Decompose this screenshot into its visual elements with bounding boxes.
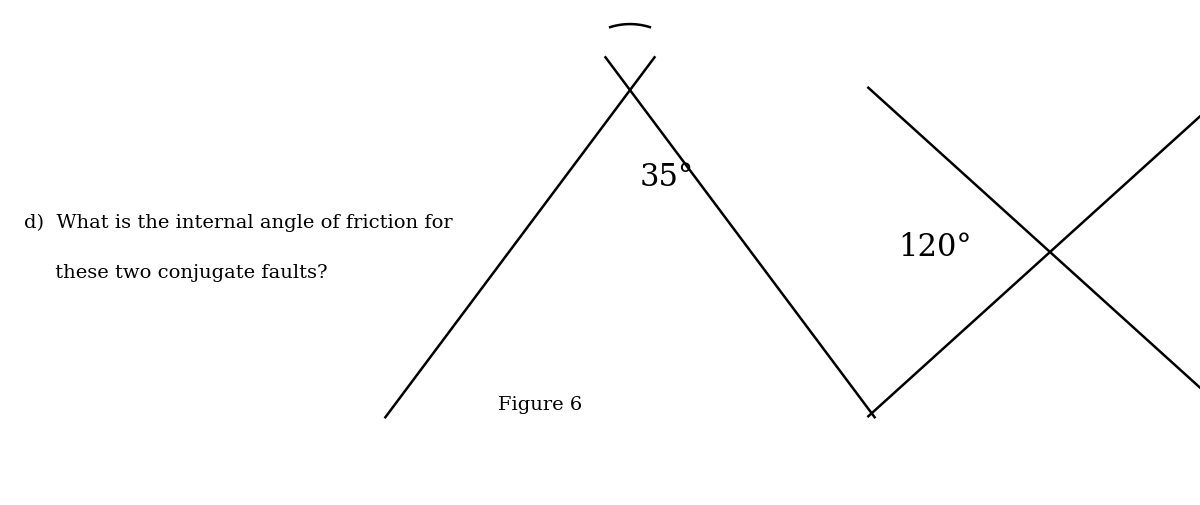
Text: these two conjugate faults?: these two conjugate faults? (24, 264, 328, 282)
Text: Figure 6: Figure 6 (498, 395, 582, 413)
Text: 120°: 120° (899, 232, 972, 263)
Text: d)  What is the internal angle of friction for: d) What is the internal angle of frictio… (24, 213, 452, 231)
Text: 35°: 35° (640, 161, 694, 192)
